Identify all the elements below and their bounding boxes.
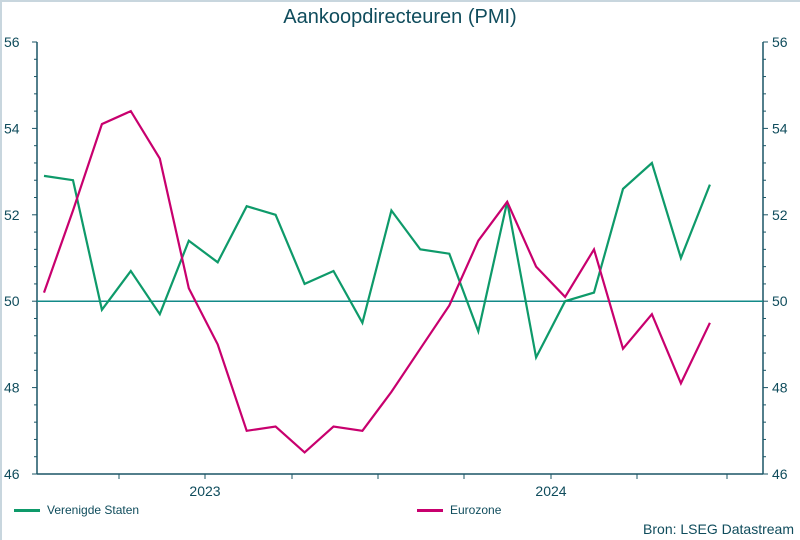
y-tick-label-right: 54 — [772, 120, 788, 136]
y-tick-label-right: 56 — [772, 34, 788, 50]
y-tick-label-left: 50 — [4, 293, 20, 309]
series-line-eurozone — [42, 109, 711, 454]
legend-swatch-us — [14, 508, 40, 512]
y-tick-label-right: 48 — [772, 380, 788, 396]
y-tick-label-left: 56 — [4, 34, 20, 50]
y-tick-label-left: 46 — [4, 466, 20, 482]
legend-item-eurozone: Eurozone — [417, 503, 501, 517]
y-tick-label-left: 54 — [4, 120, 20, 136]
y-tick-label-right: 52 — [772, 207, 788, 223]
legend-swatch-eurozone — [417, 508, 443, 512]
y-tick-label-left: 48 — [4, 380, 20, 396]
legend-label-us: Verenigde Staten — [47, 503, 140, 517]
y-tick-label-right: 50 — [772, 293, 788, 309]
source-note: Bron: LSEG Datastream — [643, 521, 794, 537]
y-tick-label-left: 52 — [4, 207, 20, 223]
x-tick-label: 2023 — [189, 483, 220, 499]
legend-label-eurozone: Eurozone — [450, 503, 502, 517]
legend-item-us: Verenigde Staten — [14, 503, 139, 517]
x-tick-label: 2024 — [535, 483, 566, 499]
series-line-us — [43, 161, 711, 361]
chart-title: Aankoopdirecteuren (PMI) — [283, 6, 517, 28]
y-tick-label-right: 46 — [772, 466, 788, 482]
